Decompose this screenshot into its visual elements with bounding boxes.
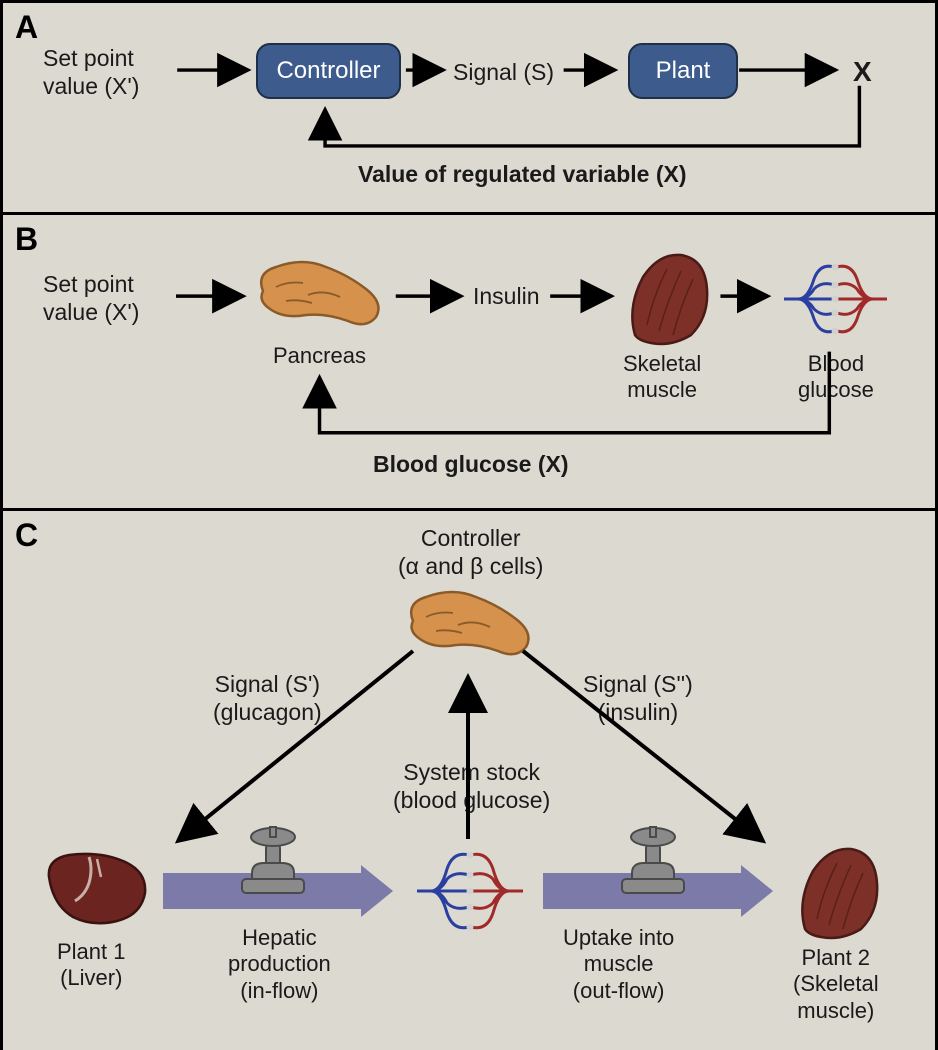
plant-node: Plant — [628, 43, 738, 99]
insulin-text: Insulin — [473, 283, 539, 311]
muscle-label-b: Skeletal muscle — [623, 351, 701, 404]
setpoint-text-a: Set point value (X') — [43, 45, 139, 100]
pancreas-label: Pancreas — [273, 343, 366, 369]
panel-b-label: B — [15, 221, 38, 258]
feedback-text-b: Blood glucose (X) — [373, 451, 569, 479]
plant2-label: Plant 2 (Skeletal muscle) — [793, 945, 879, 1024]
stock-text-c: System stock (blood glucose) — [393, 759, 550, 814]
liver-icon — [41, 849, 153, 931]
controller-title-c: Controller (α and β cells) — [398, 525, 543, 580]
panel-c-label: C — [15, 517, 38, 554]
panel-a: A Set point value (X') Controller Signal… — [3, 3, 935, 215]
muscle-icon-c — [793, 841, 885, 941]
pancreas-icon-c — [398, 585, 538, 663]
feedback-text-a: Value of regulated variable (X) — [358, 161, 687, 189]
panel-a-label: A — [15, 9, 38, 46]
outflow-label: Uptake into muscle (out-flow) — [563, 925, 674, 1004]
panel-c: C Controller (α and β cells) Signal (S')… — [3, 511, 935, 1050]
plant1-label: Plant 1 (Liver) — [57, 939, 126, 992]
signal-text-a: Signal (S) — [453, 59, 554, 87]
faucet-icon-2 — [618, 823, 688, 901]
faucet-icon-1 — [238, 823, 308, 901]
setpoint-text-b: Set point value (X') — [43, 271, 139, 326]
signal-left-c: Signal (S') (glucagon) — [213, 671, 322, 726]
pancreas-icon — [248, 253, 388, 335]
capillary-icon-b — [778, 253, 893, 345]
controller-node: Controller — [256, 43, 401, 99]
inflow-label: Hepatic production (in-flow) — [228, 925, 331, 1004]
glucose-label-b: Blood glucose — [798, 351, 874, 404]
figure-container: A Set point value (X') Controller Signal… — [0, 0, 938, 1050]
panel-b: B Set point value (X') Pancreas Insulin … — [3, 215, 935, 511]
capillary-icon-c — [411, 843, 529, 939]
muscle-icon — [623, 247, 715, 347]
output-x: X — [853, 55, 872, 89]
signal-right-c: Signal (S'') (insulin) — [583, 671, 693, 726]
